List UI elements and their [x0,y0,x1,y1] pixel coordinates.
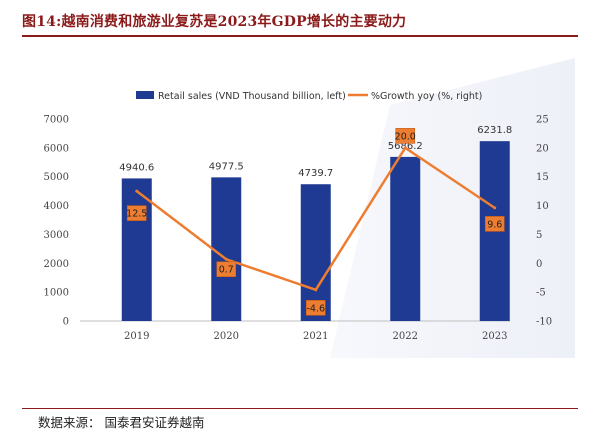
line-data-label-box [395,128,416,144]
x-tick-label: 2022 [393,331,418,342]
legend-bar-label: Retail sales (VND Thousand billion, left… [158,91,346,102]
y-right-tick-label: 25 [536,115,549,126]
x-tick-label: 2021 [303,331,328,342]
line-data-label-box [126,205,147,221]
legend: Retail sales (VND Thousand billion, left… [136,91,482,102]
title-rule [22,35,578,37]
x-tick-label: 2023 [482,331,507,342]
source-note: 数据来源： 国泰君安证券越南 [38,415,205,430]
y-left-tick-label: 2000 [44,259,69,270]
legend-bar-swatch [136,91,154,99]
figure-title: 图14:越南消费和旅游业复苏是2023年GDP增长的主要动力 [22,14,407,30]
y-right-tick-label: 20 [536,143,549,154]
y-right-tick-label: 0 [536,259,542,270]
y-right-tick-label: 15 [536,172,549,183]
bar [300,184,331,321]
line-data-label-box [305,300,326,316]
line-point [493,206,497,210]
bar-data-label: 6231.8 [477,125,512,136]
y-right-tick-label: 10 [536,201,549,212]
legend-line-label: %Growth yoy (%, right) [371,91,482,102]
y-left-tick-label: 6000 [44,143,69,154]
y-left-tick-label: 5000 [44,172,69,183]
x-tick-label: 2020 [214,331,239,342]
bar [390,156,421,321]
line-data-label: -4.6 [306,303,325,314]
growth-line: 12.5 0.7 -4.6 20.0 9.6 [126,128,505,316]
line-data-label: 20.0 [395,131,416,142]
y-left-tick-label: 7000 [44,115,69,126]
y-right-tick-label: -5 [536,288,546,299]
line-data-label-box [484,216,505,232]
y-right-tick-label: -10 [536,317,552,328]
y-left-tick-label: 3000 [44,230,69,241]
y-right-tick-label: 5 [536,230,542,241]
source-rule [22,408,578,409]
x-tick-label: 2019 [124,331,149,342]
axes: 0 1000 2000 3000 4000 5000 6000 7000 -10 -5 0 5 10 15… [44,115,553,343]
bar-data-label: 4739.7 [298,168,333,179]
line-data-label-box [216,261,237,278]
line-data-label: 0.7 [219,265,234,276]
bar [121,178,152,321]
y-left-tick-label: 1000 [44,288,69,299]
line-data-label: 9.6 [487,219,502,230]
y-left-tick-label: 4000 [44,201,69,212]
line-point [224,257,228,261]
bar [211,177,242,321]
bar-data-label: 4940.6 [119,162,154,173]
y-left-tick-label: 0 [63,317,69,328]
line-point [314,288,318,292]
line-point [403,146,407,150]
bar-data-label: 4977.5 [209,161,244,172]
line-point [135,189,139,193]
line-data-label: 12.5 [126,209,147,220]
